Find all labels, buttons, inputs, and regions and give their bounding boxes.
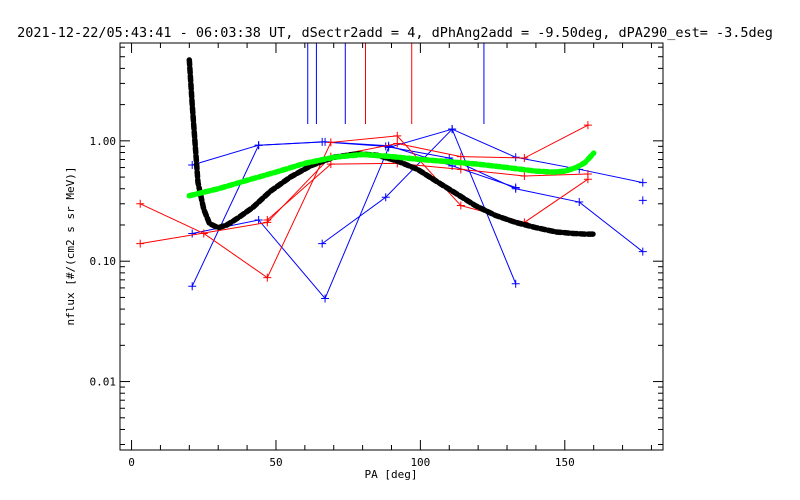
x-tick-label: 0 — [128, 456, 135, 469]
plus-marker — [326, 160, 335, 169]
plus-marker — [263, 273, 272, 282]
plus-marker — [456, 201, 465, 210]
plus-marker — [520, 172, 529, 181]
plus-marker — [393, 139, 402, 148]
chart-title: 2021-12-22/05:43:41 - 06:03:38 UT, dSect… — [17, 25, 773, 41]
series-line — [266, 162, 588, 221]
plus-marker — [254, 141, 263, 150]
plus-marker — [456, 152, 465, 161]
plot-frame — [119, 42, 664, 451]
plus-marker — [188, 282, 197, 291]
series-line — [192, 128, 517, 300]
plus-marker — [393, 131, 402, 140]
plus-marker — [638, 196, 647, 205]
y-tick-label: 1.00 — [90, 135, 117, 148]
plot-marks — [136, 43, 647, 303]
series-line — [192, 141, 644, 253]
series-dashed-curve — [186, 150, 597, 199]
series-blue-3 — [318, 125, 647, 248]
plus-marker — [511, 184, 520, 193]
series-red-6 — [136, 121, 592, 248]
x-tick-label: 150 — [555, 456, 575, 469]
series-green-9 — [186, 150, 597, 199]
x-axis-label: PA [deg] — [365, 468, 418, 481]
series-line — [321, 128, 643, 245]
plus-marker — [188, 229, 197, 238]
plus-marker — [575, 198, 584, 207]
plus-marker — [511, 279, 520, 288]
plus-marker — [638, 247, 647, 256]
plus-marker — [520, 154, 529, 163]
plus-marker — [136, 199, 145, 208]
plus-marker — [456, 165, 465, 174]
series-blue-4 — [638, 196, 647, 205]
plus-marker — [318, 239, 327, 248]
plus-marker — [263, 215, 272, 224]
plus-marker — [381, 193, 390, 202]
axes: 0 50 100 150 1.00 0.10 0.01 — [90, 43, 663, 469]
plus-marker — [321, 294, 330, 303]
y-tick-label: 0.01 — [90, 376, 117, 389]
plus-marker — [583, 121, 592, 130]
plus-marker — [254, 215, 263, 224]
plus-marker — [326, 138, 335, 147]
plus-marker — [318, 137, 327, 146]
plus-marker — [136, 239, 145, 248]
y-axis-label: nflux [#/(cm2 s sr MeV)] — [64, 167, 77, 326]
y-tick-label: 0.10 — [90, 255, 117, 268]
x-tick-label: 100 — [410, 456, 430, 469]
plus-marker — [583, 170, 592, 179]
series-blue-1 — [188, 137, 520, 291]
x-tick-label: 50 — [269, 456, 282, 469]
series-red-7 — [263, 159, 592, 224]
plus-marker — [638, 178, 647, 187]
plus-marker — [448, 125, 457, 134]
series-blue-2 — [188, 137, 647, 256]
